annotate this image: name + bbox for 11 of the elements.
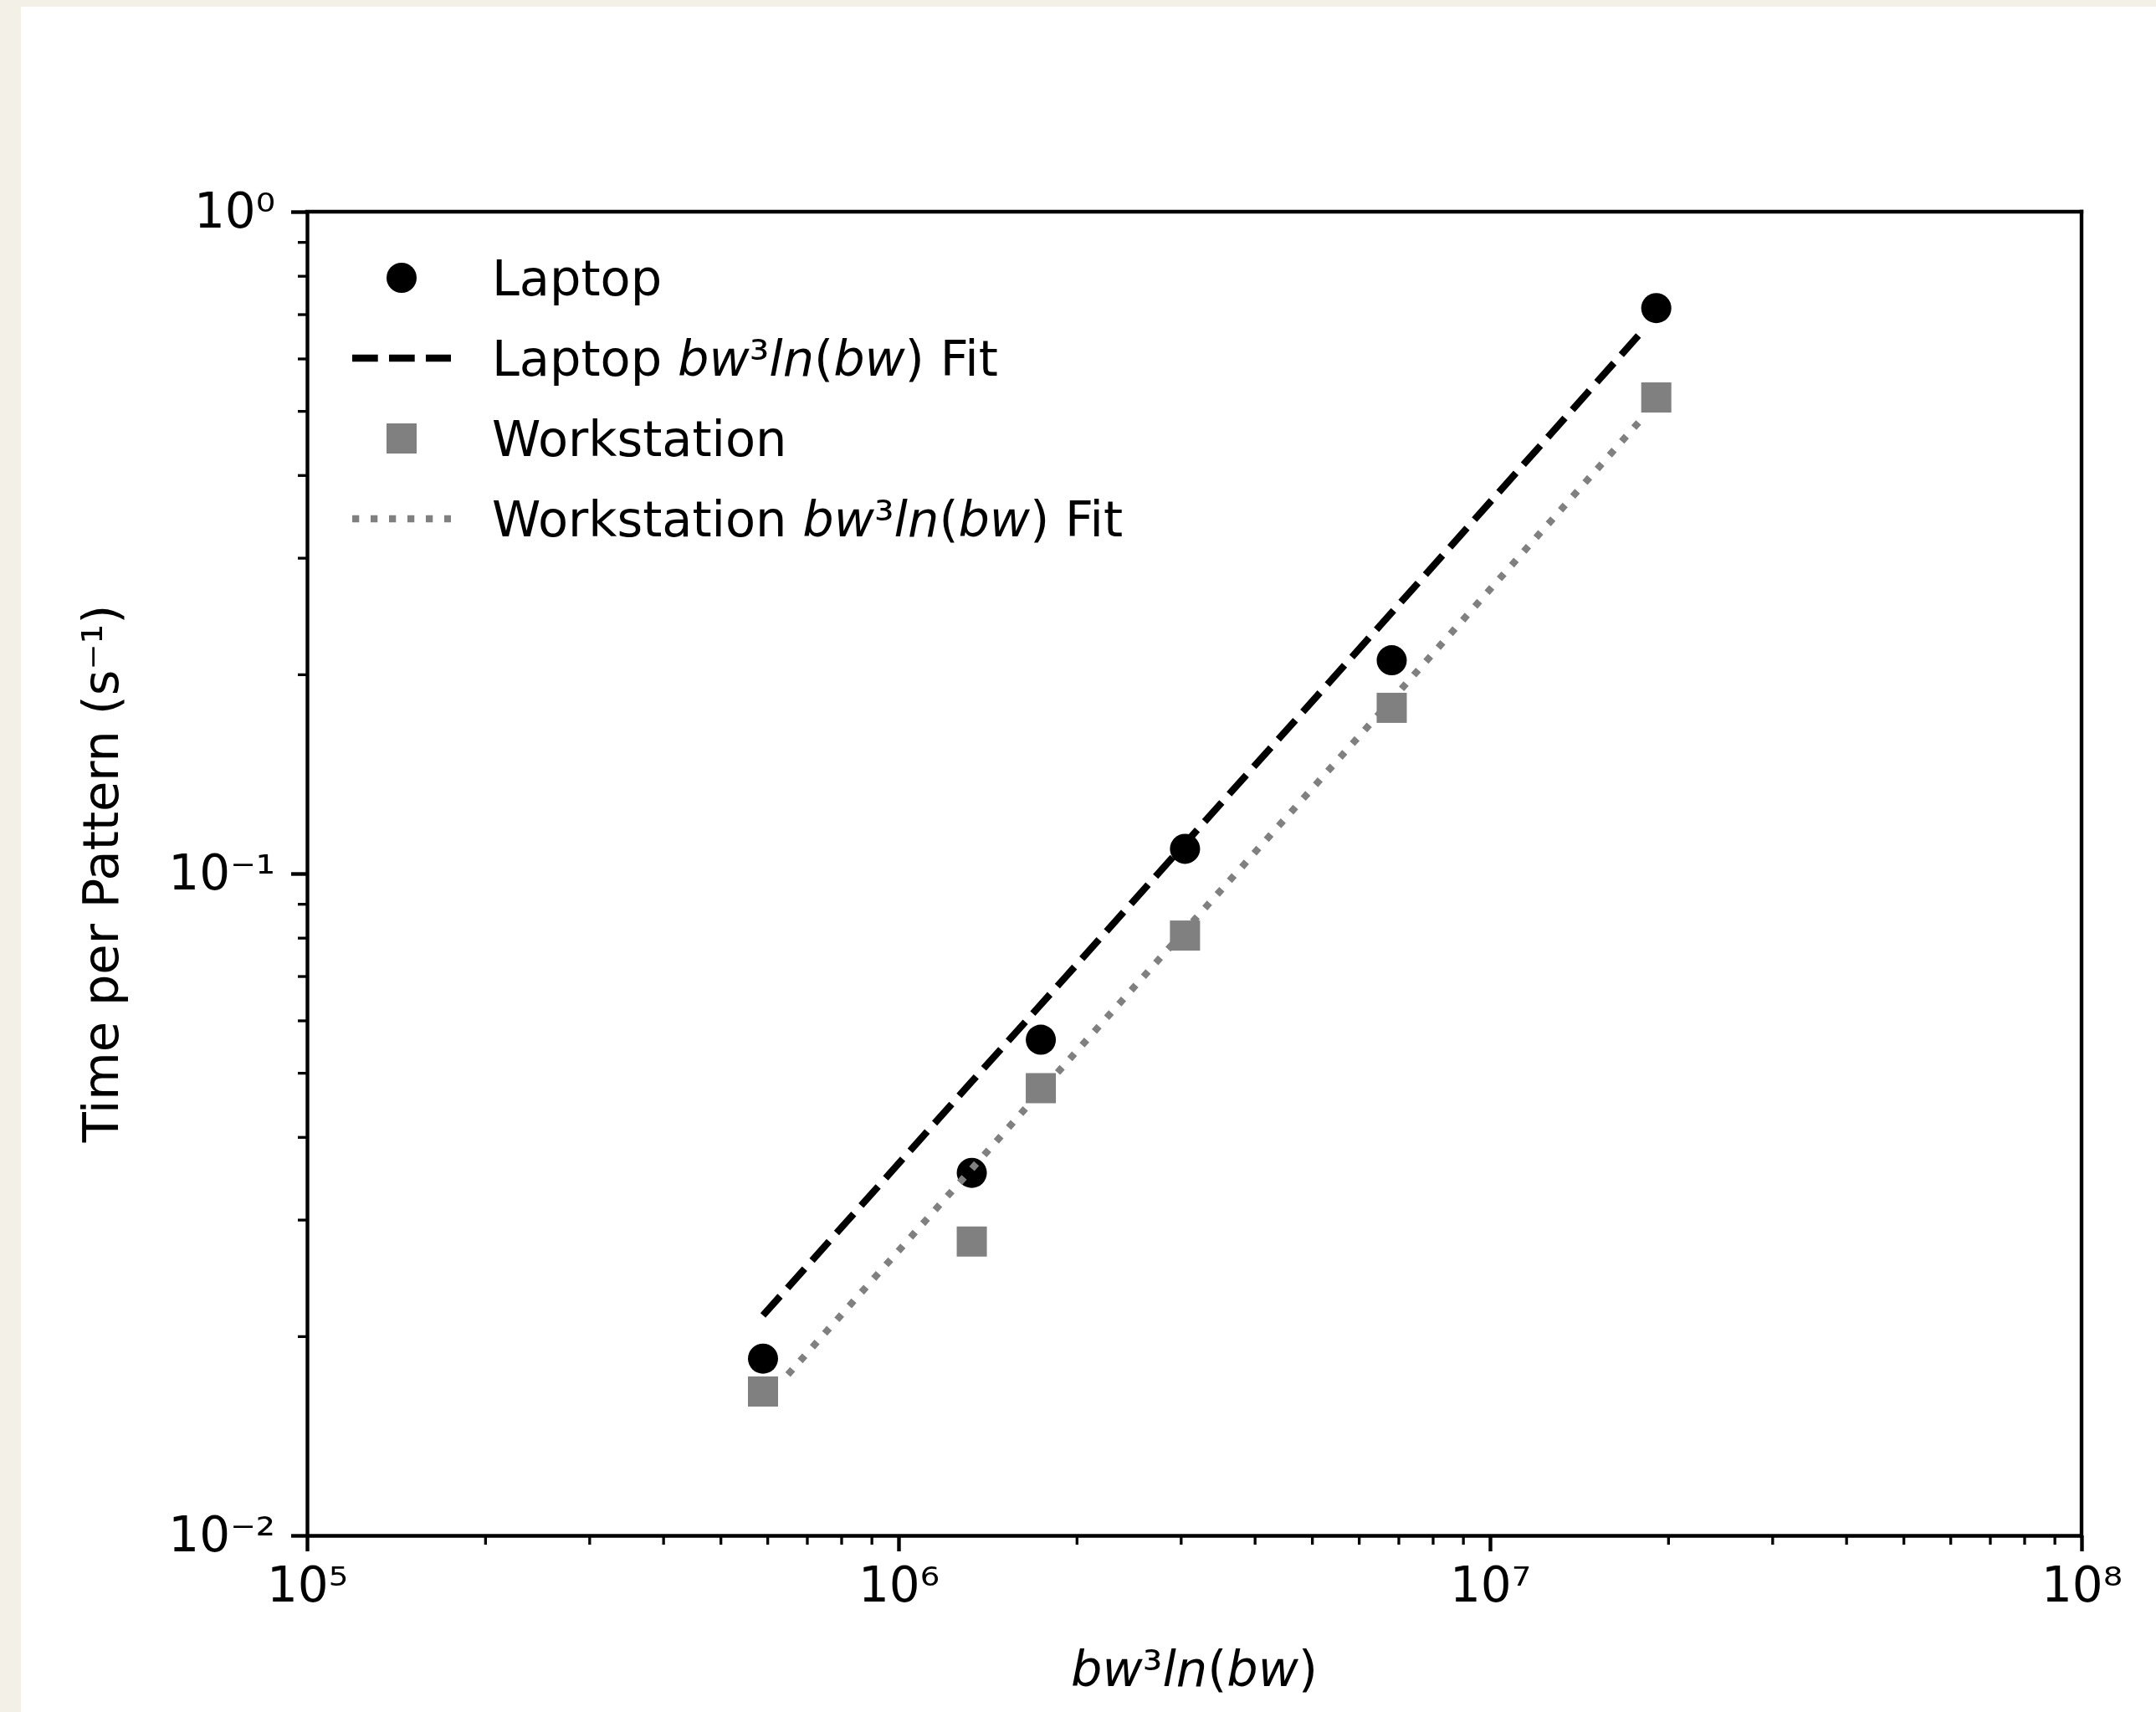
x-tick-label: 10⁶: [858, 1556, 940, 1614]
y-tick-label: 10⁰: [193, 182, 275, 240]
x-axis-title: bw³ln(bw): [1071, 1640, 1318, 1698]
x-tick-label: 10⁷: [1449, 1556, 1532, 1614]
y-tick-label: 10⁻¹: [168, 844, 275, 902]
legend-label: Workstation: [492, 410, 787, 468]
x-tick-label: 10⁸: [2041, 1556, 2123, 1614]
y-axis-title: Time per Pattern (s⁻¹): [72, 604, 130, 1144]
legend-label: Laptop: [492, 249, 663, 307]
legend-label: Workstation bw³ln(bw) Fit: [492, 490, 1124, 548]
legend-label: Laptop bw³ln(bw) Fit: [492, 330, 998, 387]
